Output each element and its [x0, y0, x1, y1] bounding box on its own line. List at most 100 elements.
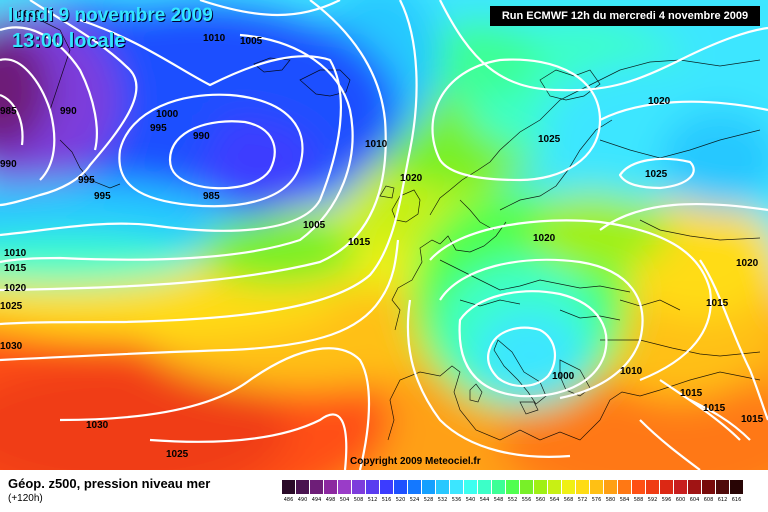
scale-label: 588 [633, 497, 644, 503]
scale-label: 494 [311, 497, 322, 503]
scale-label: 552 [507, 497, 518, 503]
isobar-label: 1015 [348, 237, 371, 248]
isobar-label: 1015 [4, 263, 27, 274]
scale-label: 604 [689, 497, 700, 503]
isobar-label: 1025 [538, 134, 561, 145]
scale-swatch [688, 480, 701, 494]
scale-swatch [506, 480, 519, 494]
scale-swatch [310, 480, 323, 494]
geopotential-field: 1000 1010 1005 985 990 1000 995 990 990 1010 1020 9… [0, 0, 768, 470]
scale-swatch [394, 480, 407, 494]
isobar-label: 1025 [645, 169, 668, 180]
scale-swatch [422, 480, 435, 494]
isobar-label: 1005 [240, 36, 263, 47]
scale-label: 508 [353, 497, 364, 503]
scale-swatch [338, 480, 351, 494]
isobar-label: 1020 [400, 173, 423, 184]
isobar-label: 1010 [620, 366, 643, 377]
scale-swatch [492, 480, 505, 494]
isobar-label: 1015 [703, 403, 726, 414]
forecast-date: lundi 9 novembre 2009 [8, 5, 213, 26]
forecast-time: 13:00 locale [12, 30, 126, 52]
scale-swatch [674, 480, 687, 494]
scale-swatch [534, 480, 547, 494]
scale-swatch [478, 480, 491, 494]
run-info-label: Run ECMWF 12h du mercredi 4 novembre 200… [490, 6, 760, 26]
scale-swatch [324, 480, 337, 494]
scale-label: 540 [465, 497, 476, 503]
scale-swatch [660, 480, 673, 494]
scale-label: 612 [717, 497, 728, 503]
scale-label: 592 [647, 497, 658, 503]
legend-panel: Géop. z500, pression niveau mer (+120h) … [0, 470, 768, 512]
scale-label: 596 [661, 497, 672, 503]
isobar-label: 1010 [203, 33, 226, 44]
isobar-label: 995 [94, 191, 111, 202]
scale-swatch [702, 480, 715, 494]
isobar-label: 990 [193, 131, 210, 142]
scale-label: 580 [605, 497, 616, 503]
scale-label: 504 [339, 497, 350, 503]
isobar-label: 1030 [86, 420, 109, 431]
scale-label: 564 [549, 497, 560, 503]
scale-label: 516 [381, 497, 392, 503]
scale-swatch [576, 480, 589, 494]
scale-label: 512 [367, 497, 378, 503]
scale-swatch [464, 480, 477, 494]
isobars [0, 0, 768, 470]
scale-swatch [730, 480, 743, 494]
scale-label: 576 [591, 497, 602, 503]
isobar-label: 995 [78, 175, 95, 186]
scale-swatch [520, 480, 533, 494]
scale-swatch [632, 480, 645, 494]
scale-label: 486 [283, 497, 294, 503]
scale-swatch [646, 480, 659, 494]
isobar-label: 1020 [648, 96, 671, 107]
scale-label: 548 [493, 497, 504, 503]
scale-swatch [590, 480, 603, 494]
isobar-label: 1000 [552, 371, 575, 382]
scale-label: 524 [409, 497, 420, 503]
scale-swatch [716, 480, 729, 494]
isobar-label: 1020 [533, 233, 556, 244]
isobar-label: 1025 [0, 301, 23, 312]
scale-label: 520 [395, 497, 406, 503]
isobar-label: 1000 [18, 9, 41, 20]
scale-swatch [618, 480, 631, 494]
isobar-label: 985 [0, 106, 17, 117]
scale-label: 616 [731, 497, 742, 503]
scale-swatch [548, 480, 561, 494]
isobar-label: 990 [60, 106, 77, 117]
scale-swatch [296, 480, 309, 494]
coastlines [19, 9, 761, 441]
copyright-text: Copyright 2009 Meteociel.fr [350, 456, 481, 467]
isobar-label: 1000 [156, 109, 179, 120]
isobar-label: 1020 [4, 283, 27, 294]
scale-swatch [408, 480, 421, 494]
scale-swatch [366, 480, 379, 494]
isobar-label: 1020 [736, 258, 759, 269]
scale-label: 584 [619, 497, 630, 503]
scale-swatch [604, 480, 617, 494]
scale-label: 532 [437, 497, 448, 503]
isobar-label: 985 [203, 191, 220, 202]
scale-label: 572 [577, 497, 588, 503]
scale-label: 544 [479, 497, 490, 503]
scale-label: 608 [703, 497, 714, 503]
isobar-label: 990 [0, 159, 17, 170]
isobar-label: 1025 [166, 449, 189, 460]
legend-subtitle: (+120h) [8, 493, 43, 504]
scale-label: 528 [423, 497, 434, 503]
legend-title: Géop. z500, pression niveau mer [8, 476, 211, 491]
scale-swatch [352, 480, 365, 494]
scale-swatch [282, 480, 295, 494]
isobar-label: 1010 [4, 248, 27, 259]
scale-swatch [450, 480, 463, 494]
scale-label: 568 [563, 497, 574, 503]
scale-swatch [562, 480, 575, 494]
scale-swatch [436, 480, 449, 494]
isobar-label: 1010 [365, 139, 388, 150]
scale-label: 556 [521, 497, 532, 503]
scale-label: 600 [675, 497, 686, 503]
